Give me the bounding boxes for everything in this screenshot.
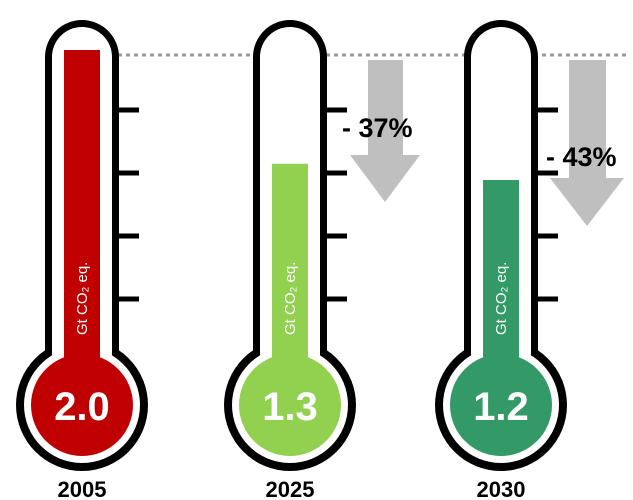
- value-label-2030: 1.2: [473, 385, 529, 429]
- bar-2005: [64, 50, 100, 375]
- reduction-label-2025: - 37%: [342, 113, 413, 143]
- unit-label-2030: Gt CO₂ eq.: [493, 262, 510, 335]
- unit-label-2005: Gt CO₂ eq.: [74, 262, 91, 335]
- reduction-arrow-2030: [550, 60, 624, 226]
- bulb-fill-2025: [239, 354, 341, 456]
- thermometer-2030: 1.2 Gt CO₂ eq. 2030: [435, 20, 567, 500]
- year-label-2030: 2030: [477, 477, 526, 500]
- thermometer-2025: 1.3 Gt CO₂ eq. 2025: [224, 20, 356, 500]
- value-label-2025: 1.3: [262, 385, 318, 429]
- year-label-2005: 2005: [58, 477, 107, 500]
- bar-2025: [272, 163, 308, 375]
- thermometer-2005: 2.0 Gt CO₂ eq. 2005: [16, 20, 148, 500]
- reduction-label-2030: - 43%: [546, 142, 617, 172]
- bar-2030: [483, 180, 519, 375]
- unit-label-2025: Gt CO₂ eq.: [282, 262, 299, 335]
- year-label-2025: 2025: [266, 477, 315, 500]
- bulb-fill-2005: [31, 354, 133, 456]
- value-label-2005: 2.0: [54, 385, 110, 429]
- reduction-arrow-2025: [350, 60, 420, 202]
- bulb-fill-2030: [450, 354, 552, 456]
